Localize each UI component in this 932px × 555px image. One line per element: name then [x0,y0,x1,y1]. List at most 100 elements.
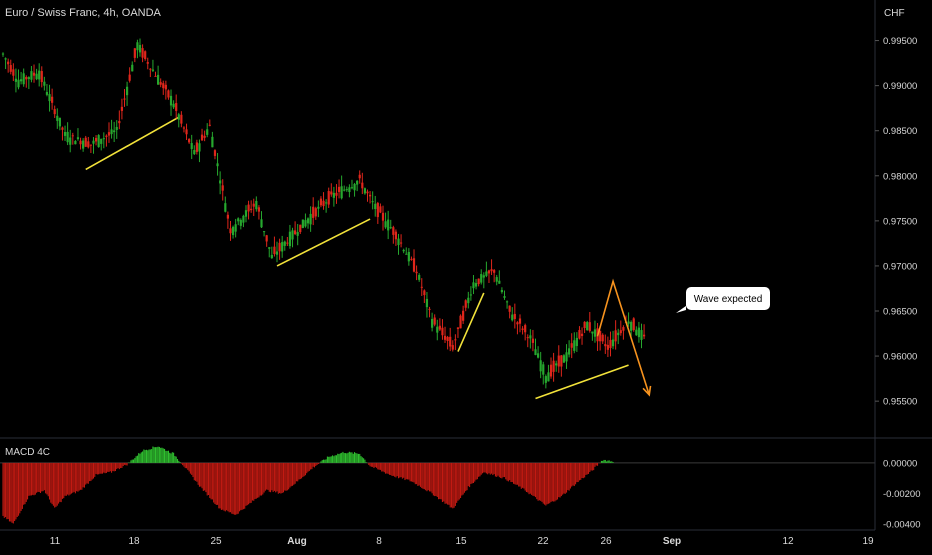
candle-body [508,305,511,312]
candle-body [306,218,310,224]
candle-body [521,328,524,330]
candle-body [281,242,284,252]
candle-body [534,349,537,356]
candle-body [614,330,617,342]
projection-layer [596,278,652,397]
candle-body [167,90,170,98]
price-axis[interactable]: 0.99500 0.99000 0.98500 0.98000 0.97500 0.970… [875,36,917,408]
candle-body [570,343,573,348]
candle-body [200,134,204,141]
time-tick-label: 18 [128,536,140,547]
wave-projection-line[interactable] [596,278,651,396]
trendline[interactable] [276,218,371,267]
candle-body [252,203,255,207]
candle-body [635,329,638,336]
candle-body [547,372,550,382]
candle-body [25,76,28,80]
price-tick-label: 0.98500 [883,126,917,137]
candle-body [268,247,271,249]
candle-body [294,230,297,235]
candle-body [350,187,354,189]
candle-body [366,191,369,194]
candle-body [462,310,465,321]
candle-body [219,180,222,184]
trendline[interactable] [457,292,485,352]
candle-body [146,62,149,64]
candle-body [61,127,64,130]
candle-body [185,129,188,135]
candle-body [74,140,77,145]
candle-body [231,226,235,236]
candle-body [482,275,485,278]
candle-body [384,221,387,228]
candle-body [425,298,429,308]
candle-body [14,78,18,82]
time-tick-label: 15 [455,536,467,547]
candle-body [423,290,426,296]
candle-body [224,203,227,212]
candle-body [301,219,304,228]
candle-body [283,241,286,246]
candle-body [257,207,261,212]
candle-body [637,327,641,338]
macd-tick-label: -0.00400 [883,519,921,530]
candle-body [573,340,576,351]
candle-body [131,64,134,72]
candle-body [397,238,400,246]
candle-body [588,322,591,331]
candle-body [451,345,454,350]
candle-body [374,203,377,210]
candle-body [211,136,214,148]
candle-body [273,246,276,255]
candle-body [35,73,38,80]
candle-body [524,325,527,333]
candle-body [175,103,178,111]
candle-body [278,242,281,252]
candle-body [53,109,56,115]
candle-body [221,185,224,191]
candle-body [606,344,609,350]
candle-body [38,70,41,80]
candle-body [456,327,460,329]
candle-body [586,322,589,331]
candle-body [255,200,258,210]
candle-body [97,135,100,148]
candle-body [402,249,405,252]
candle-body [325,202,328,204]
candle-body [48,94,51,102]
time-axis[interactable]: 11 18 25 Aug 8 15 22 26 Sep 12 19 [50,536,874,547]
candle-body [244,210,248,217]
candle-body [237,218,240,222]
macd-axis[interactable]: 0.00000 -0.00200 -0.00400 [883,458,921,530]
candle-body [433,317,436,325]
candle-body [260,219,263,228]
time-tick-label: 12 [782,536,794,547]
trendline[interactable] [535,364,629,400]
price-tick-label: 0.96000 [883,352,917,363]
candle-body [464,300,467,308]
candle-body [216,163,219,167]
price-tick-label: 0.99500 [883,36,917,47]
candle-body [56,115,59,121]
time-tick-label: 11 [50,536,61,547]
candlestick-layer [1,38,646,389]
wave-callout[interactable]: Wave expected [676,287,770,313]
price-tick-label: 0.97000 [883,261,917,272]
candle-body [539,360,542,372]
candle-body [71,135,74,137]
candle-body [580,333,584,336]
candle-body [94,138,98,142]
candle-body [157,74,160,85]
candle-body [115,126,118,130]
currency-label: CHF [884,8,905,19]
time-tick-label: 22 [537,536,549,547]
candle-body [503,296,506,298]
candle-body [487,270,491,274]
projection-arrowhead [642,385,652,397]
trendline[interactable] [85,116,180,171]
candle-body [239,219,242,226]
candle-body [335,192,338,196]
candle-body [356,180,359,185]
